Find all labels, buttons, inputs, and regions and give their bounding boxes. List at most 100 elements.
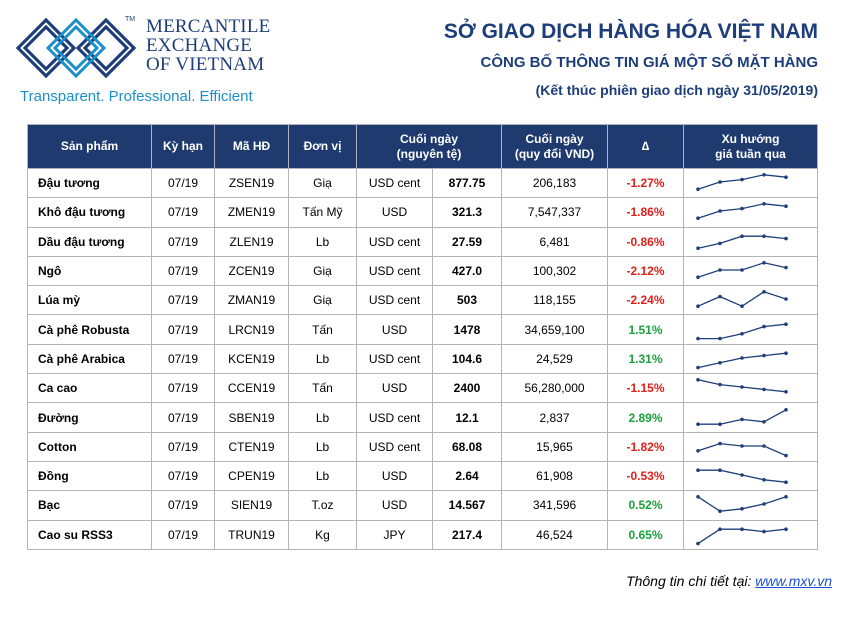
product-cell: Bạc <box>27 490 152 521</box>
contract-code-cell: ZMEN19 <box>214 197 289 228</box>
trend-cell <box>683 460 819 492</box>
unit-cell: T.oz <box>288 490 357 521</box>
sparkline-point <box>718 383 722 387</box>
term-cell: 07/19 <box>151 167 215 199</box>
sparkline-point <box>696 336 700 341</box>
contract-code-cell: SIEN19 <box>214 490 289 521</box>
sparkline-line <box>697 235 787 249</box>
col-header-change: ∆ <box>607 124 685 169</box>
sparkline-point <box>718 336 722 341</box>
contract-code-cell: TRUN19 <box>214 519 289 550</box>
currency-cell: USD cent <box>356 431 433 462</box>
table-body: Đậu tương 07/19 ZSEN19 Giạ USD cent 877.75 206… <box>27 167 819 550</box>
term-cell: 07/19 <box>151 490 215 521</box>
tagline: Transparent. Professional. Efficient <box>20 88 253 105</box>
table-row: Ca cao 07/19 CCEN19 Tấn USD 2400 56,280,000 -1.… <box>27 373 819 404</box>
page-title: SỞ GIAO DỊCH HÀNG HÓA VIỆT NAM <box>443 20 818 43</box>
sparkline-point <box>740 177 744 182</box>
website-link[interactable]: www.mxv.vn <box>755 573 832 589</box>
vnd-price-cell: 15,965 <box>501 431 609 462</box>
sparkline-point <box>784 175 788 180</box>
change-cell: 2.89% <box>607 402 685 433</box>
vnd-price-cell: 24,529 <box>501 343 609 375</box>
footer-info: Thông tin chi tiết tại: www.mxv.vn <box>626 573 832 589</box>
trend-sparkline <box>696 527 788 546</box>
brand-line-3: OF VIETNAM <box>146 54 265 75</box>
col-header-vnd-line2: (quy đổi VND) <box>514 146 595 161</box>
sparkline-point <box>718 268 722 272</box>
table-row: Đậu tương 07/19 ZSEN19 Giạ USD cent 877.75 206… <box>27 167 819 199</box>
term-cell: 07/19 <box>151 402 215 433</box>
sparkline-point <box>696 246 700 250</box>
term-cell: 07/19 <box>151 197 215 228</box>
change-cell: -1.15% <box>607 373 685 404</box>
product-cell: Ngô <box>27 255 152 287</box>
close-price-cell: 1478 <box>431 314 503 345</box>
term-cell: 07/19 <box>151 285 215 316</box>
term-cell: 07/19 <box>151 343 215 375</box>
col-header-close-line2: (nguyên tệ) <box>396 146 462 161</box>
sparkline-point <box>762 324 766 329</box>
col-header-code: Mã HĐ <box>214 124 289 169</box>
table-row: Ngô 07/19 ZCEN19 Giạ USD cent 427.0 100,302 -2.… <box>27 255 819 287</box>
currency-cell: USD <box>356 197 433 228</box>
col-header-product: Sản phẩm <box>27 124 152 169</box>
close-price-cell: 2400 <box>431 373 503 404</box>
change-cell: -1.86% <box>607 197 685 228</box>
product-cell: Đậu tương <box>27 167 152 199</box>
sparkline-point <box>762 202 766 207</box>
trend-cell <box>683 226 819 257</box>
change-cell: 1.31% <box>607 343 685 375</box>
product-cell: Đồng <box>27 460 152 492</box>
table-row: Khô đậu tương 07/19 ZMEN19 Tấn Mỹ USD 321.3 7,… <box>27 197 819 228</box>
contract-code-cell: ZCEN19 <box>214 255 289 287</box>
unit-cell: Lb <box>288 460 357 492</box>
product-cell: Cao su RSS3 <box>27 519 152 550</box>
vnd-price-cell: 34,659,100 <box>501 314 609 345</box>
sparkline-point <box>718 527 722 531</box>
sparkline-point <box>696 275 700 280</box>
unit-cell: Lb <box>288 226 357 257</box>
table-row: Đường 07/19 SBEN19 Lb USD cent 12.1 2,837 2.89% <box>27 402 819 433</box>
unit-cell: Lb <box>288 402 357 433</box>
col-header-trend: Xu hướng giá tuần qua <box>683 124 819 169</box>
term-cell: 07/19 <box>151 373 215 404</box>
col-header-vnd-line1: Cuối ngày <box>525 131 584 146</box>
contract-code-cell: ZLEN19 <box>214 226 289 257</box>
trend-cell <box>683 373 819 404</box>
brand-line-1: MERCANTILE <box>146 16 271 37</box>
vnd-price-cell: 6,481 <box>501 226 609 257</box>
currency-cell: USD <box>356 373 433 404</box>
trend-cell <box>683 431 819 462</box>
sparkline-point <box>718 241 722 245</box>
sparkline-point <box>784 453 788 458</box>
product-cell: Ca cao <box>27 373 152 404</box>
unit-cell: Lb <box>288 343 357 375</box>
sparkline-point <box>762 478 766 482</box>
sparkline-point <box>718 295 722 299</box>
table-row: Cao su RSS3 07/19 TRUN19 Kg JPY 217.4 46,524 0.… <box>27 519 819 550</box>
close-price-cell: 877.75 <box>431 167 503 199</box>
trend-sparkline <box>696 468 788 485</box>
trend-cell <box>683 197 819 228</box>
col-header-trend-line1: Xu hướng <box>721 131 780 146</box>
col-header-close-original: Cuối ngày (nguyên tệ) <box>355 124 503 169</box>
change-cell: -0.86% <box>607 226 685 257</box>
table-row: Cà phê Robusta 07/19 LRCN19 Tấn USD 1478 34,65… <box>27 314 819 345</box>
currency-cell: USD cent <box>356 285 433 316</box>
close-price-cell: 503 <box>431 285 503 316</box>
sparkline-point <box>784 495 788 500</box>
unit-cell: Tấn <box>288 314 357 345</box>
sparkline-point <box>740 527 744 531</box>
vnd-price-cell: 100,302 <box>501 255 609 287</box>
close-price-cell: 427.0 <box>431 255 503 287</box>
change-cell: -2.12% <box>607 255 685 287</box>
currency-cell: USD cent <box>356 343 433 375</box>
vnd-price-cell: 2,837 <box>501 402 609 433</box>
sparkline-line <box>698 323 787 339</box>
trend-sparkline <box>696 261 788 280</box>
sparkline-point <box>696 187 700 192</box>
sparkline-point <box>784 390 788 394</box>
sparkline-point <box>696 304 700 309</box>
term-cell: 07/19 <box>151 460 215 492</box>
